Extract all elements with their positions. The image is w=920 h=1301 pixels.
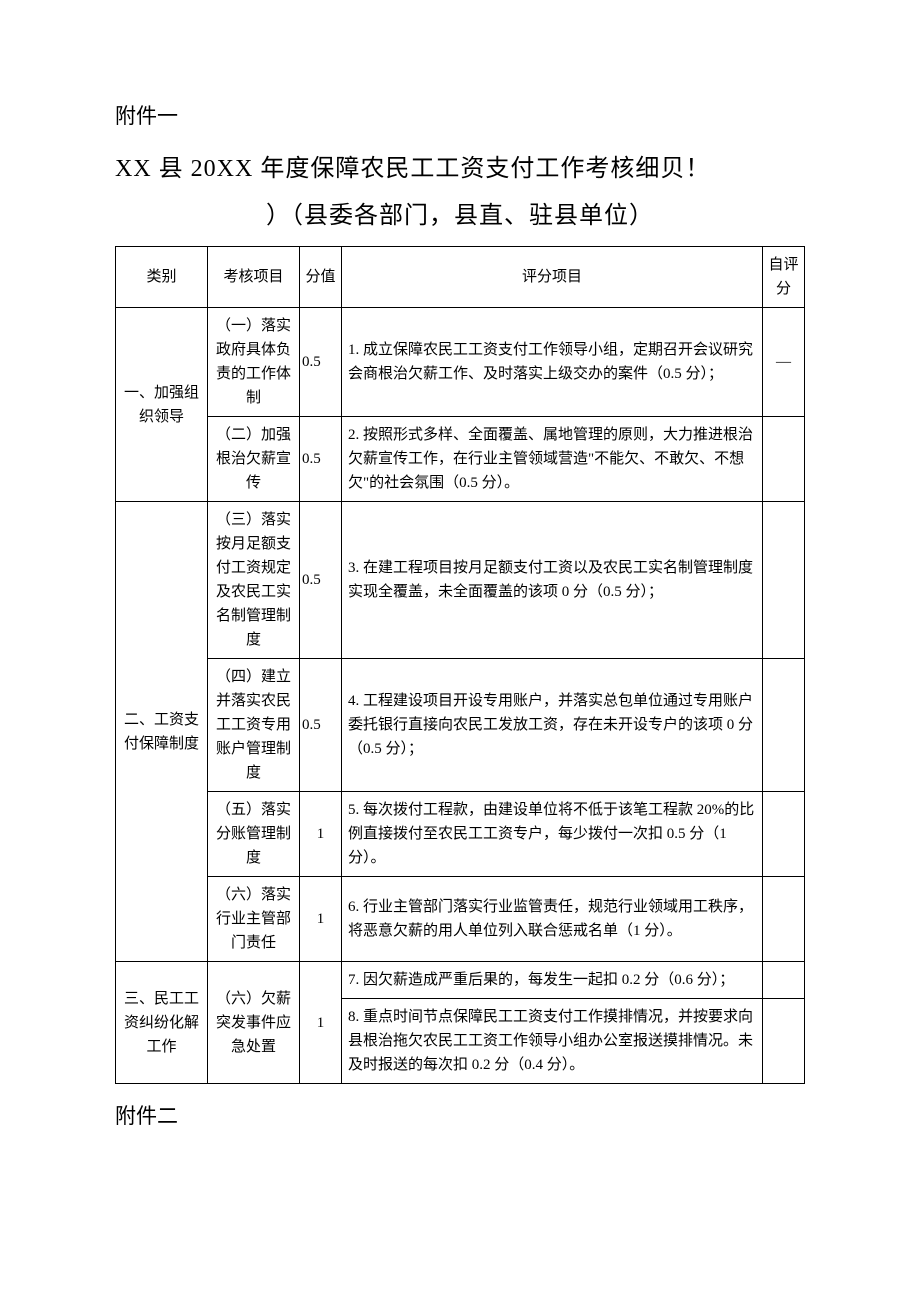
score-cell: 0.5	[300, 502, 342, 659]
item-cell: （六）欠薪突发事件应急处置	[208, 962, 300, 1084]
item-cell: （六）落实行业主管部门责任	[208, 877, 300, 962]
score-cell: 0.5	[300, 659, 342, 792]
table-row: （五）落实分账管理制度 1 5. 每次拨付工程款，由建设单位将不低于该笔工程款 …	[116, 792, 805, 877]
criteria-cell: 6. 行业主管部门落实行业监管责任，规范行业领域用工秩序，将恶意欠薪的用人单位列…	[342, 877, 763, 962]
item-cell: （四）建立并落实农民工工资专用账户管理制度	[208, 659, 300, 792]
table-row: 二、工资支付保障制度 （三）落实按月足额支付工资规定及农民工实名制管理制度 0.…	[116, 502, 805, 659]
table-row: 三、民工工资纠纷化解工作 （六）欠薪突发事件应急处置 1 7. 因欠薪造成严重后…	[116, 962, 805, 999]
score-cell: 1	[300, 792, 342, 877]
attachment-top-label: 附件一	[115, 100, 805, 130]
attachment-bottom-label: 附件二	[115, 1100, 805, 1130]
item-cell: （二）加强根治欠薪宣传	[208, 417, 300, 502]
criteria-cell: 1. 成立保障农民工工资支付工作领导小组，定期召开会议研究会商根治欠薪工作、及时…	[342, 308, 763, 417]
self-cell	[763, 502, 805, 659]
item-cell: （一）落实政府具体负责的工作体制	[208, 308, 300, 417]
category-cell: 一、加强组织领导	[116, 308, 208, 502]
self-cell	[763, 792, 805, 877]
assessment-table: 类别 考核项目 分值 评分项目 自评分 一、加强组织领导 （一）落实政府具体负责…	[115, 246, 805, 1084]
document-title-line1: XX 县 20XX 年度保障农民工工资支付工作考核细贝！	[115, 148, 805, 183]
table-row: 一、加强组织领导 （一）落实政府具体负责的工作体制 0.5 1. 成立保障农民工…	[116, 308, 805, 417]
self-cell	[763, 999, 805, 1084]
category-cell: 二、工资支付保障制度	[116, 502, 208, 962]
table-header-row: 类别 考核项目 分值 评分项目 自评分	[116, 247, 805, 308]
header-criteria: 评分项目	[342, 247, 763, 308]
table-row: （四）建立并落实农民工工资专用账户管理制度 0.5 4. 工程建设项目开设专用账…	[116, 659, 805, 792]
table-row: （六）落实行业主管部门责任 1 6. 行业主管部门落实行业监管责任，规范行业领域…	[116, 877, 805, 962]
score-cell: 1	[300, 962, 342, 1084]
score-cell: 0.5	[300, 417, 342, 502]
table-row: （二）加强根治欠薪宣传 0.5 2. 按照形式多样、全面覆盖、属地管理的原则，大…	[116, 417, 805, 502]
criteria-cell: 4. 工程建设项目开设专用账户，并落实总包单位通过专用账户委托银行直接向农民工发…	[342, 659, 763, 792]
self-cell	[763, 962, 805, 999]
item-cell: （三）落实按月足额支付工资规定及农民工实名制管理制度	[208, 502, 300, 659]
document-title-line2: ）（县委各部门，县直、驻县单位）	[115, 195, 805, 230]
category-cell: 三、民工工资纠纷化解工作	[116, 962, 208, 1084]
header-category: 类别	[116, 247, 208, 308]
header-self: 自评分	[763, 247, 805, 308]
criteria-cell: 3. 在建工程项目按月足额支付工资以及农民工实名制管理制度实现全覆盖，未全面覆盖…	[342, 502, 763, 659]
self-cell	[763, 417, 805, 502]
self-cell	[763, 877, 805, 962]
item-cell: （五）落实分账管理制度	[208, 792, 300, 877]
header-score: 分值	[300, 247, 342, 308]
score-cell: 1	[300, 877, 342, 962]
self-cell	[763, 659, 805, 792]
self-cell: —	[763, 308, 805, 417]
criteria-cell: 2. 按照形式多样、全面覆盖、属地管理的原则，大力推进根治欠薪宣传工作，在行业主…	[342, 417, 763, 502]
criteria-cell: 8. 重点时间节点保障民工工资支付工作摸排情况，并按要求向县根治拖欠农民工工资工…	[342, 999, 763, 1084]
criteria-cell: 7. 因欠薪造成严重后果的，每发生一起扣 0.2 分（0.6 分）；	[342, 962, 763, 999]
criteria-cell: 5. 每次拨付工程款，由建设单位将不低于该笔工程款 20%的比例直接拨付至农民工…	[342, 792, 763, 877]
header-item: 考核项目	[208, 247, 300, 308]
score-cell: 0.5	[300, 308, 342, 417]
